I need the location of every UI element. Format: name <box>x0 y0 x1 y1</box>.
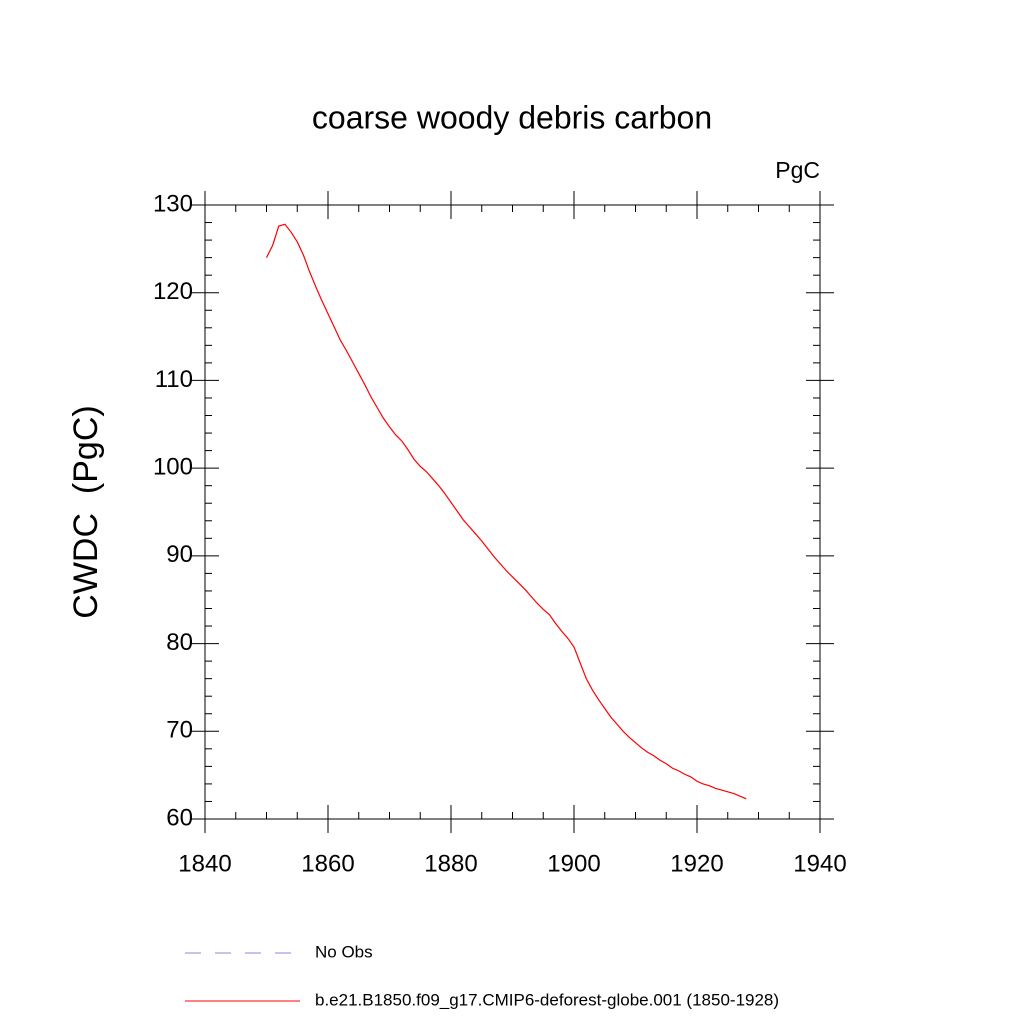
data-line <box>265 223 747 800</box>
chart-title: coarse woody debris carbon <box>312 99 712 135</box>
legend-label: No Obs <box>315 942 373 961</box>
x-tick-label: 1940 <box>793 850 846 877</box>
x-tick-label: 1920 <box>670 850 723 877</box>
y-tick-label: 60 <box>166 804 193 831</box>
y-tick-label: 110 <box>155 366 193 393</box>
plot-frame <box>204 204 821 820</box>
units-label: PgC <box>775 157 820 183</box>
y-tick-label: 80 <box>166 629 193 656</box>
x-tick-label: 1900 <box>547 850 600 877</box>
y-tick-label: 120 <box>153 278 193 305</box>
y-tick-label: 100 <box>153 453 193 480</box>
x-tick-label: 1840 <box>178 850 231 877</box>
legend-label: b.e21.B1850.f09_g17.CMIP6-deforest-globe… <box>315 990 779 1009</box>
y-tick-label: 70 <box>166 717 193 744</box>
x-tick-label: 1860 <box>301 850 354 877</box>
y-tick-label: 130 <box>153 190 193 217</box>
y-axis-label: CWDC (PgC) <box>67 405 105 618</box>
x-tick-label: 1880 <box>424 850 477 877</box>
y-tick-label: 90 <box>166 541 193 568</box>
